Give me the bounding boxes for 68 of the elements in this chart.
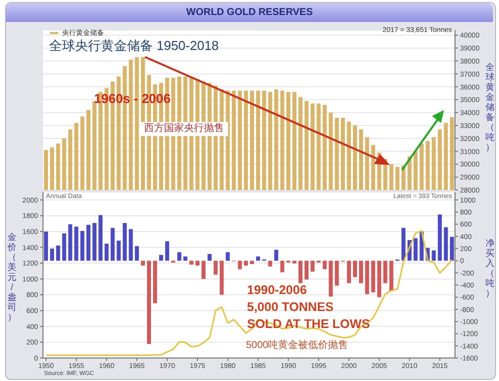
bar	[359, 260, 364, 284]
bar	[214, 260, 218, 275]
bar	[134, 246, 139, 261]
bar	[250, 260, 254, 264]
bar	[50, 248, 54, 261]
bar	[244, 260, 248, 266]
bar	[365, 260, 370, 294]
bar	[147, 260, 151, 344]
bar	[140, 260, 145, 266]
bar	[268, 260, 272, 266]
bar	[371, 260, 376, 292]
bar	[98, 215, 103, 261]
text: 金价（美元/盎司）	[8, 232, 16, 322]
bar	[220, 260, 224, 295]
bar	[414, 238, 418, 261]
bar	[165, 241, 170, 261]
bar	[346, 260, 351, 284]
bar	[226, 252, 230, 261]
bar	[444, 227, 448, 261]
bar	[128, 229, 133, 261]
bar	[256, 256, 260, 261]
annotation: 5000吨黄金被低价抛售	[246, 340, 348, 352]
bar	[159, 254, 164, 261]
bar	[110, 228, 115, 261]
bar	[377, 260, 382, 298]
annotation: 西方国家央行抛售	[140, 122, 228, 136]
text: 全球央行黄金储备 1950-2018	[49, 37, 219, 55]
bar	[322, 260, 327, 270]
bar	[450, 236, 454, 261]
bar	[68, 224, 72, 261]
bar	[328, 260, 333, 297]
bar	[280, 260, 284, 272]
bar	[334, 260, 339, 286]
bar	[195, 260, 200, 266]
bar	[401, 228, 406, 261]
bar	[104, 244, 109, 261]
bar	[153, 260, 158, 304]
bar	[438, 214, 442, 261]
bar	[274, 250, 278, 261]
bar	[383, 260, 388, 284]
bar	[86, 224, 90, 261]
bar	[177, 252, 182, 261]
annotation: 5,000 TONNES	[247, 300, 334, 314]
bar	[298, 260, 302, 284]
bar	[122, 223, 127, 261]
bar	[238, 260, 242, 270]
bar	[304, 260, 309, 280]
y2-axis-title: 净买入（吨）	[485, 238, 495, 298]
bar	[353, 260, 357, 278]
annotation: 1990-2006	[247, 283, 307, 298]
bar	[310, 260, 315, 272]
bar	[202, 260, 206, 279]
bar	[92, 223, 96, 261]
bar	[116, 240, 121, 261]
bar	[432, 250, 436, 261]
bar	[183, 256, 188, 261]
bar	[208, 254, 212, 261]
line-series	[45, 230, 453, 356]
bar	[56, 246, 60, 261]
bar	[389, 260, 394, 292]
bar	[292, 260, 296, 264]
text: 全球黄金储备（吨）	[486, 62, 494, 152]
bar	[80, 230, 84, 261]
bar	[62, 233, 66, 261]
bar	[189, 260, 194, 265]
chart-title: WORLD GOLD RESERVES	[6, 3, 493, 22]
bar	[44, 232, 48, 261]
bar	[74, 226, 78, 261]
